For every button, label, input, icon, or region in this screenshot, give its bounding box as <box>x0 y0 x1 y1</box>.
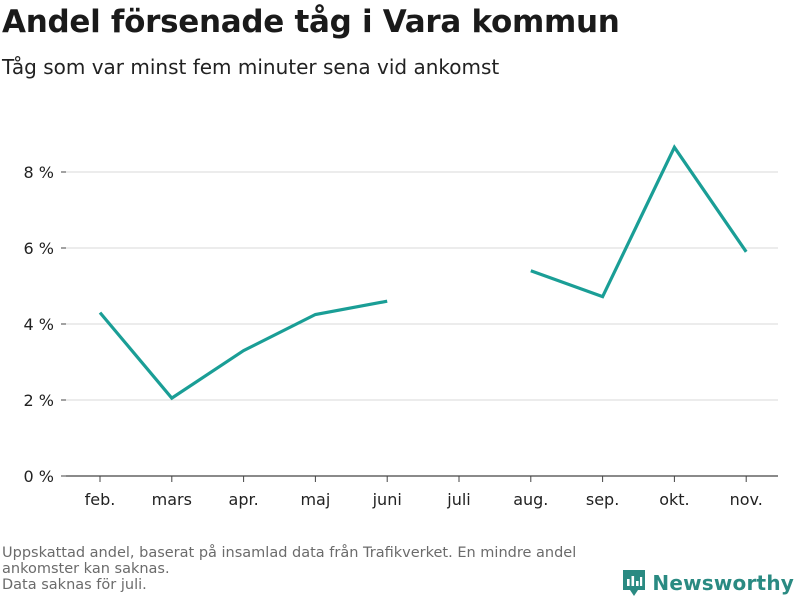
line-chart: 0 % 2 % 4 % 6 % 8 % feb. mars apr. maj juni juli au… <box>24 144 778 509</box>
footnote: Uppskattad andel, baserat på insamlad da… <box>2 545 642 593</box>
x-tick-label: sep. <box>586 490 619 509</box>
y-tick-label: 8 % <box>24 163 54 182</box>
y-tick-label: 6 % <box>24 239 54 258</box>
x-tick-label: aug. <box>513 490 548 509</box>
x-tick-label: juni <box>372 490 402 509</box>
x-tick-label: mars <box>152 490 192 509</box>
axis-layer: 0 % 2 % 4 % 6 % 8 % feb. mars apr. maj juni juli au… <box>24 163 778 509</box>
series-line-segment <box>530 144 748 299</box>
series-line-segment <box>98 299 388 401</box>
grid-layer <box>66 171 778 401</box>
y-tick-label: 2 % <box>24 391 54 410</box>
x-tick-label: apr. <box>229 490 259 509</box>
x-tick-label: juli <box>446 490 470 509</box>
series-layer <box>98 144 748 401</box>
brand[interactable]: Newsworthy <box>622 568 794 598</box>
newsworthy-logo-icon <box>623 570 646 596</box>
x-tick-label: okt. <box>659 490 689 509</box>
brand-name: Newsworthy <box>652 571 794 595</box>
x-tick-label: nov. <box>730 490 763 509</box>
footnote-line-2: ankomster kan saknas. <box>2 561 170 577</box>
x-tick-label: maj <box>300 490 330 509</box>
chart-subtitle: Tåg som var minst fem minuter sena vid a… <box>2 55 500 79</box>
chart-title: Andel försenade tåg i Vara kommun <box>2 4 620 40</box>
x-tick-label: feb. <box>85 490 116 509</box>
y-tick-label: 0 % <box>24 467 54 486</box>
footnote-line-1: Uppskattad andel, baserat på insamlad da… <box>2 545 577 561</box>
footnote-line-3: Data saknas för juli. <box>2 577 147 593</box>
y-tick-label: 4 % <box>24 315 54 334</box>
